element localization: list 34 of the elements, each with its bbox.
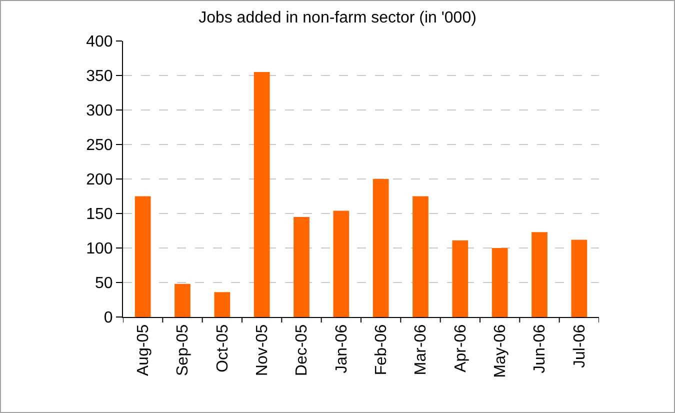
bar [372,179,389,317]
bar [412,196,428,317]
x-tick-label: Feb-06 [373,324,390,376]
y-tick-label: 250 [86,137,113,154]
bar [452,240,468,317]
y-tick-label: 100 [86,240,113,258]
y-tick-label: 50 [95,275,113,292]
x-tick-label: Aug-05 [135,324,152,376]
bar [254,72,270,317]
bar [214,292,230,317]
y-tick-label: 150 [86,206,113,224]
bar [532,232,548,317]
chart-title: Jobs added in non-farm sector (in '000) [198,9,476,26]
bar [174,284,190,317]
x-tick-label: Jun-06 [532,324,549,374]
x-tick-label: Mar-06 [412,324,430,376]
bar [294,216,310,317]
x-tick-label: Nov-05 [254,324,272,376]
x-tick-label: Jul-06 [571,324,588,368]
bar [492,248,508,317]
x-tick-label: Jan-06 [333,324,350,374]
x-tick-label: Apr-06 [452,324,470,372]
x-tick-label: May-06 [492,324,510,378]
bar [333,210,350,317]
x-tick-label: Oct-05 [214,324,232,372]
y-tick-label: 0 [104,310,113,327]
x-tick-label: Sep-05 [174,324,192,376]
y-tick-label: 350 [86,68,113,86]
y-tick-label: 400 [86,34,113,51]
bar [571,240,588,317]
x-tick-label: Dec-05 [294,324,311,376]
bar [134,196,151,317]
y-tick-label: 200 [86,172,113,189]
y-tick-label: 300 [86,102,113,120]
